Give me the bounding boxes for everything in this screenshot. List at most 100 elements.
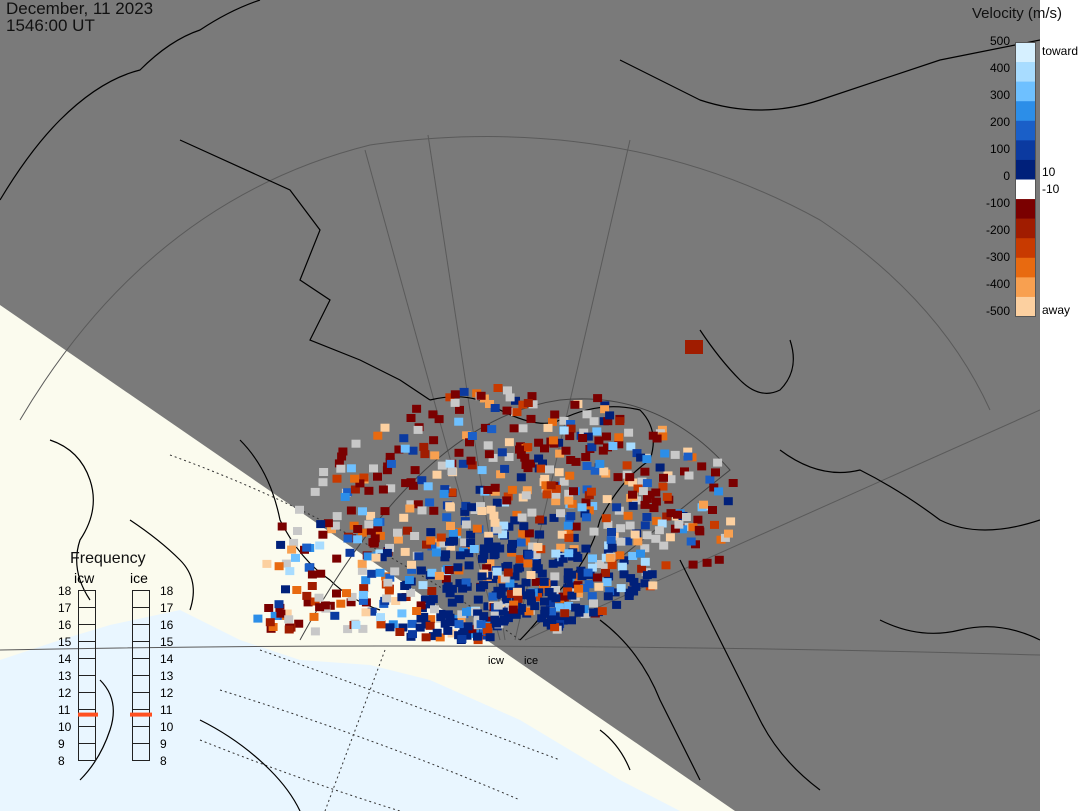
frequency-box [78, 607, 96, 625]
velocity-cell [607, 528, 616, 536]
velocity-cell [537, 569, 547, 578]
velocity-cell [566, 424, 576, 433]
velocity-cell [628, 478, 638, 487]
velocity-cell [399, 513, 409, 522]
frequency-tick-label: 16 [58, 618, 72, 632]
velocity-cell [615, 551, 625, 560]
velocity-cell [548, 559, 558, 568]
velocity-cell [367, 569, 377, 578]
velocity-cell [531, 577, 541, 586]
velocity-cell [615, 417, 625, 426]
velocity-cell [599, 467, 609, 476]
frequency-title: Frequency [70, 550, 146, 567]
velocity-cell [399, 434, 409, 443]
velocity-cell [686, 537, 696, 546]
velocity-cell [358, 528, 367, 537]
velocity-cell [351, 439, 361, 448]
velocity-cell [357, 559, 367, 568]
colorbar-swatch [1015, 42, 1036, 63]
velocity-cell [569, 487, 578, 496]
velocity-cell [460, 538, 470, 547]
velocity-cell [565, 471, 575, 480]
velocity-cell [443, 626, 453, 635]
freq-column-label-ice: ice [130, 570, 148, 586]
velocity-cell [681, 513, 691, 521]
velocity-cell [564, 489, 574, 498]
frequency-tick-label: 14 [58, 652, 72, 666]
grid-lines [0, 134, 1040, 656]
frequency-box [78, 692, 96, 710]
velocity-cell [666, 509, 676, 518]
colorbar-swatch [1015, 159, 1036, 180]
colorbar-swatch [1015, 238, 1036, 259]
velocity-cell [564, 533, 574, 542]
velocity-cell [394, 445, 404, 454]
velocity-cell [590, 466, 600, 475]
velocity-cell [408, 446, 418, 455]
velocity-cell [377, 553, 387, 562]
velocity-cell [534, 438, 544, 447]
velocity-cell [581, 544, 591, 553]
velocity-cell [440, 553, 450, 562]
velocity-cell [285, 567, 295, 576]
velocity-cell [622, 537, 632, 546]
velocity-cell [419, 442, 429, 451]
colorbar-tick-label: 100 [989, 142, 1010, 156]
velocity-cell [467, 432, 477, 440]
velocity-cell [281, 585, 290, 594]
velocity-cell [455, 579, 465, 588]
frequency-marker [130, 712, 152, 717]
velocity-cell [461, 501, 471, 510]
velocity-cell [400, 582, 410, 590]
velocity-cell [670, 450, 680, 459]
velocity-cell [606, 536, 616, 545]
velocity-cell [445, 459, 455, 468]
velocity-cell [455, 551, 465, 560]
velocity-cell [566, 582, 576, 591]
velocity-cell [359, 473, 369, 482]
velocity-cell [359, 584, 369, 593]
velocity-cell [447, 598, 457, 607]
frequency-tick-label: 9 [160, 737, 167, 751]
velocity-cell [373, 524, 383, 532]
velocity-cell [560, 609, 570, 618]
velocity-cell [628, 490, 637, 499]
velocity-cell [640, 557, 650, 566]
colorbar-swatch [1015, 277, 1036, 298]
velocity-cell [532, 557, 542, 566]
velocity-cell [680, 467, 689, 476]
velocity-cell [492, 525, 502, 534]
frequency-tick-label: 17 [58, 601, 72, 615]
frequency-tick-label: 17 [160, 601, 174, 615]
velocity-cell [509, 600, 519, 609]
velocity-cell [593, 394, 603, 403]
velocity-cell [507, 544, 517, 553]
velocity-cell [610, 588, 620, 597]
velocity-cell [504, 438, 514, 447]
velocity-cell [447, 584, 457, 593]
velocity-cell [544, 588, 554, 596]
velocity-cell [597, 607, 607, 616]
velocity-cell [658, 482, 668, 491]
velocity-cell [659, 473, 668, 482]
velocity-cell [556, 543, 566, 552]
velocity-cell [499, 617, 509, 626]
velocity-cell [364, 520, 374, 529]
frequency-box [78, 743, 96, 761]
velocity-cell [563, 568, 573, 577]
velocity-cell [652, 434, 662, 443]
velocity-cell [583, 568, 593, 577]
velocity-cell [431, 548, 441, 557]
velocity-cell [574, 584, 584, 593]
velocity-cell [405, 504, 415, 513]
velocity-cell [382, 466, 392, 475]
velocity-cell [688, 523, 698, 532]
colorbar-tick-label: 200 [989, 115, 1010, 129]
colorbar-tick-label: 10 [1042, 165, 1056, 179]
velocity-cell [332, 589, 341, 598]
frequency-tick-label: 18 [58, 584, 72, 598]
velocity-cell [555, 449, 565, 458]
velocity-cell [410, 466, 420, 475]
velocity-cell [651, 534, 661, 543]
velocity-cell [655, 463, 665, 472]
